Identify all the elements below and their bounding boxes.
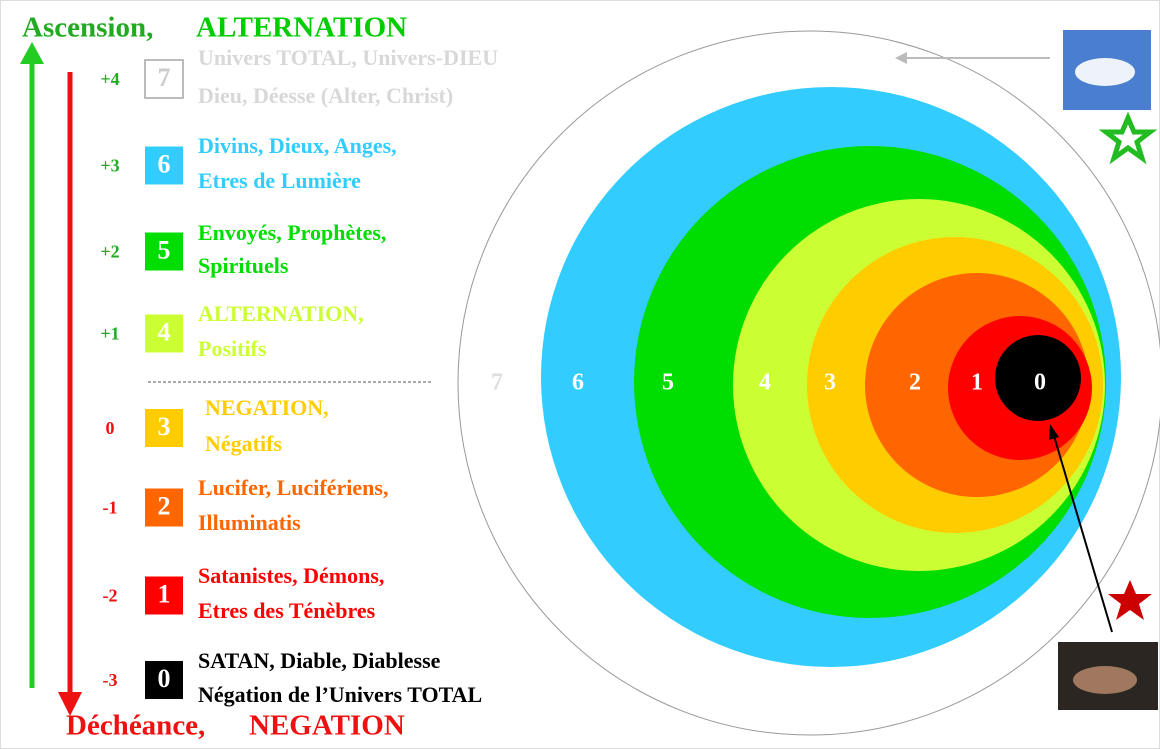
- circle-label: 2: [909, 370, 921, 396]
- level-number: 6: [158, 149, 171, 178]
- level-score: -1: [103, 498, 118, 518]
- level-text: SATAN, Diable, Diablesse: [198, 648, 441, 673]
- level-score: -3: [103, 670, 118, 690]
- level-text: Satanistes, Démons,: [198, 563, 384, 588]
- dove-shape: [1075, 58, 1135, 86]
- level-text: Divins, Dieux, Anges,: [198, 133, 397, 158]
- ascension: Ascension,: [22, 12, 153, 44]
- level-text: Négatifs: [205, 431, 282, 456]
- level-text: Négation de l’Univers TOTAL: [198, 682, 482, 707]
- level-text: Spirituels: [198, 253, 289, 278]
- circle-label: 6: [572, 370, 584, 396]
- alternation: ALTERNATION: [196, 12, 407, 44]
- level-score: +4: [100, 69, 119, 89]
- level-score: +3: [100, 156, 119, 176]
- level-text: Univers TOTAL, Univers-DIEU: [198, 45, 498, 70]
- level-number: 5: [158, 235, 171, 264]
- circle-label: 0: [1034, 370, 1046, 396]
- negation: NEGATION: [249, 710, 405, 742]
- level-number: 1: [158, 579, 171, 608]
- level-text: Illuminatis: [198, 510, 301, 535]
- bat-shape: [1073, 666, 1137, 694]
- level-text: Positifs: [198, 336, 267, 361]
- level-text: Etres de Lumière: [198, 168, 361, 193]
- circle-label: 3: [824, 370, 836, 396]
- level-number: 4: [158, 317, 171, 346]
- level-number: 7: [158, 63, 171, 92]
- level-score: +2: [100, 242, 119, 262]
- level-number: 2: [158, 491, 171, 520]
- level-text: ALTERNATION,: [198, 301, 364, 326]
- level-text: Lucifer, Lucifériens,: [198, 475, 388, 500]
- level-number: 0: [158, 664, 171, 693]
- level-text: Envoyés, Prophètes,: [198, 220, 386, 245]
- circle-label: 4: [759, 370, 771, 396]
- level-score: 0: [106, 418, 115, 438]
- diagram: Ascension, ALTERNATION Déchéance, NEGATI…: [0, 0, 1160, 749]
- circle-label: 7: [491, 370, 503, 396]
- level-score: +1: [100, 324, 119, 344]
- level-number: 3: [158, 412, 171, 441]
- circle-label: 5: [662, 370, 674, 396]
- decheance: Déchéance,: [66, 710, 205, 742]
- level-text: NEGATION,: [205, 395, 329, 420]
- level-score: -2: [103, 586, 118, 606]
- circle-label: 1: [971, 370, 983, 396]
- level-text: Etres des Ténèbres: [198, 598, 376, 623]
- level-text: Dieu, Déesse (Alter, Christ): [198, 83, 453, 108]
